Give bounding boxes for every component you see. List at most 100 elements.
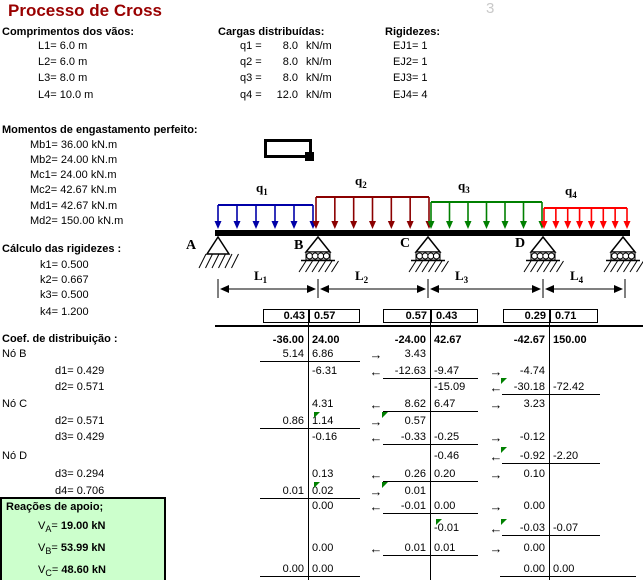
balance-underline <box>500 576 636 577</box>
k-item: k4= 1.200 <box>40 306 89 318</box>
cross-cell-ar1: → <box>369 414 383 429</box>
cross-cell-dl: 0.00 <box>523 563 545 575</box>
node-label: Nó B <box>2 348 27 360</box>
cross-cell-ar1: → <box>369 347 383 362</box>
d-item: d2= 0.571 <box>55 381 105 393</box>
cross-cell-br: 0.02 <box>312 485 334 497</box>
cross-cell-br: 4.31 <box>312 398 334 410</box>
load-label-q4: q4 <box>565 183 577 200</box>
table-top-line <box>215 325 643 327</box>
reaction-item: VA= 19.00 kN <box>38 520 106 534</box>
dim-label-L1: L1 <box>254 268 268 285</box>
cross-cell-cl: 0.26 <box>404 468 426 480</box>
support-label-C: C <box>400 236 411 251</box>
cross-cell-br: -6.31 <box>312 365 338 377</box>
comment-flag-icon <box>314 412 320 418</box>
cross-cell-cl: -24.00 <box>394 334 426 346</box>
cross-cell-a: 0.00 <box>282 563 304 575</box>
cross-cell-ar1: ← <box>369 397 383 412</box>
cross-cell-br: 0.00 <box>312 542 334 554</box>
cross-cell-ar1: → <box>369 484 383 499</box>
cross-cell-dl: 0.00 <box>523 542 545 554</box>
loads-heading: Cargas distribuídas: <box>218 26 325 38</box>
cross-cell-ar1: ← <box>369 430 383 445</box>
reaction-item: VB= 53.99 kN <box>38 542 106 556</box>
cross-cell-ar2: → <box>489 499 503 514</box>
cross-cell-cl: -0.01 <box>400 500 426 512</box>
cross-cell-a: 5.14 <box>282 348 304 360</box>
stiffness-calc-heading: Cálculo das rigidezes : <box>2 243 122 255</box>
cross-cell-br: 0.00 <box>312 563 334 575</box>
cross-cell-cl: -12.63 <box>394 365 426 377</box>
cross-cell-dl: -0.12 <box>519 431 545 443</box>
cross-cell-cl: 8.62 <box>404 398 426 410</box>
cross-cell-cr: -0.01 <box>434 522 460 534</box>
stiffness-item: EJ3= 1 <box>393 72 428 84</box>
load-label-q2: q2 <box>355 173 367 190</box>
cross-cell-ar1: ← <box>369 499 383 514</box>
coef-box: 0.29 0.71 <box>503 309 598 323</box>
cross-cell-dl: 3.23 <box>523 398 545 410</box>
cross-cell-dr: -72.42 <box>553 381 585 393</box>
cross-cell-a: 0.01 <box>282 485 304 497</box>
cross-cell-dl: -0.92 <box>519 450 545 462</box>
cross-cell-dr: 150.00 <box>553 334 587 346</box>
cross-cell-cr: 0.20 <box>434 468 456 480</box>
length-item: L2= 6.0 m <box>38 56 88 68</box>
page-title: Processo de Cross <box>8 1 163 20</box>
comment-flag-icon <box>501 519 507 525</box>
coef-box: 0.43 0.57 <box>263 309 360 323</box>
cross-cell-dr: -2.20 <box>553 450 579 462</box>
shape-handle-icon <box>305 152 314 161</box>
page-number: 3 <box>486 0 495 17</box>
comment-flag-icon <box>501 447 507 453</box>
cross-cell-ar2: ← <box>489 380 503 395</box>
cross-cell-dl: -4.74 <box>519 365 545 377</box>
d-item: d3= 0.294 <box>55 468 105 480</box>
balance-underline <box>260 428 360 429</box>
cross-cell-cl: 0.01 <box>404 485 426 497</box>
balance-underline <box>383 555 478 556</box>
reaction-item: VC= 48.60 kN <box>38 564 106 578</box>
load-label-q3: q3 <box>458 178 470 195</box>
cross-cell-ar2: → <box>489 397 503 412</box>
cross-cell-cl: -0.33 <box>400 431 426 443</box>
length-item: L4= 10.0 m <box>38 89 94 101</box>
cross-cell-ar2: ← <box>489 449 503 464</box>
table-node-line <box>549 309 550 580</box>
cross-cell-br: -0.16 <box>312 431 338 443</box>
comment-flag-icon <box>382 482 388 488</box>
moments-heading: Momentos de engastamento perfeito: <box>2 124 198 136</box>
dim-label-L2: L2 <box>355 268 369 285</box>
comment-flag-icon <box>382 412 388 418</box>
cross-cell-cr: -9.47 <box>434 365 460 377</box>
node-label: Nó D <box>2 450 28 462</box>
cross-cell-br: 1.14 <box>312 415 334 427</box>
cross-cell-br: 6.86 <box>312 348 334 360</box>
load-label-q1: q1 <box>256 180 268 197</box>
cross-cell-ar2: → <box>489 541 503 556</box>
cross-cell-ar2: → <box>489 467 503 482</box>
load-item: q1 = 8.0 kN/m <box>240 40 332 52</box>
cross-cell-dl: -30.18 <box>513 381 545 393</box>
balance-underline <box>502 535 600 536</box>
load-item: q4 = 12.0 kN/m <box>240 89 332 101</box>
comment-flag-icon <box>501 378 507 384</box>
spans-heading: Comprimentos dos vãos: <box>2 26 135 38</box>
cross-cell-cr: 42.67 <box>434 334 462 346</box>
d-item: d1= 0.429 <box>55 365 105 377</box>
cross-cell-ar1: ← <box>369 541 383 556</box>
cross-cell-ar2: → <box>489 364 503 379</box>
node-label: Nó C <box>2 398 28 410</box>
cross-cell-br: 24.00 <box>312 334 340 346</box>
moment-item: Mc2= 42.67 kN.m <box>30 184 117 196</box>
balance-underline <box>383 378 478 379</box>
distribution-heading: Coef. de distribuição : <box>2 333 118 345</box>
stiffness-item: EJ2= 1 <box>393 56 428 68</box>
support-label-D: D <box>515 236 526 251</box>
moment-item: Mc1= 24.00 kN.m <box>30 169 117 181</box>
cross-cell-cr: -15.09 <box>434 381 466 393</box>
cross-cell-dr: 0.00 <box>553 563 575 575</box>
cross-cell-ar1: ← <box>369 364 383 379</box>
